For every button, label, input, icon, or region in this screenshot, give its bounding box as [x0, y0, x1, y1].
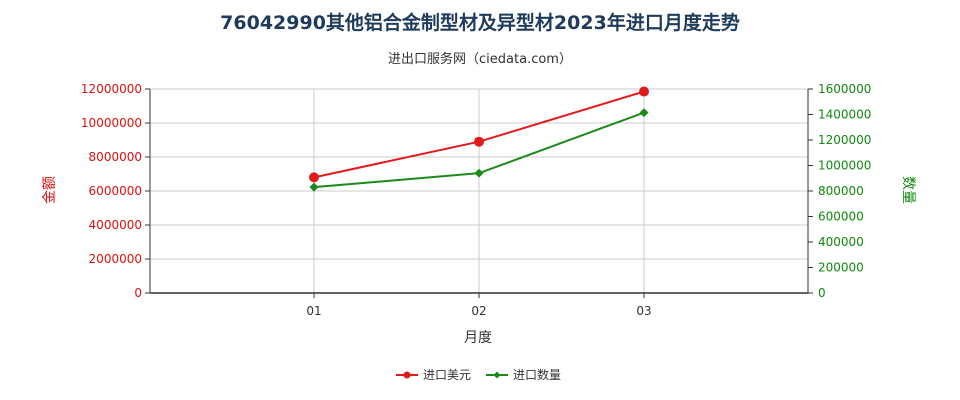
chart-subtitle: 进出口服务网（ciedata.com） — [388, 52, 572, 67]
x-axis-label: 月度 — [464, 330, 492, 346]
grid — [150, 88, 808, 294]
x-tick-label: 03 — [636, 304, 651, 318]
data-point — [639, 108, 649, 118]
right-tick-label: 800000 — [818, 184, 864, 198]
left-axis-label: 金额 — [42, 176, 58, 204]
right-tick-label: 1200000 — [818, 133, 871, 147]
left-tick-label: 4000000 — [89, 218, 142, 232]
left-tick-label: 10000000 — [81, 116, 142, 130]
legend: 进口美元 进口数量 — [396, 367, 561, 382]
left-tick-label: 2000000 — [89, 252, 142, 266]
right-tick-label: 200000 — [818, 261, 864, 275]
legend-label: 进口美元 — [423, 368, 471, 382]
axes: 0200000040000006000000800000010000000120… — [81, 82, 872, 318]
right-tick-label: 600000 — [818, 210, 864, 224]
left-tick-label: 6000000 — [89, 184, 142, 198]
right-tick-label: 1400000 — [818, 108, 871, 122]
right-tick-label: 1600000 — [818, 82, 871, 96]
left-tick-label: 8000000 — [89, 150, 142, 164]
data-point — [309, 182, 319, 192]
right-axis-label: 数量 — [900, 176, 916, 204]
series — [309, 86, 649, 192]
right-tick-label: 0 — [818, 286, 826, 300]
chart-title: 76042990其他铝合金制型材及异型材2023年进口月度走势 — [220, 12, 740, 34]
legend-swatch-marker — [403, 371, 411, 379]
right-tick-label: 400000 — [818, 235, 864, 249]
data-point — [474, 136, 484, 147]
left-tick-label: 12000000 — [81, 82, 142, 96]
x-tick-label: 01 — [306, 304, 321, 318]
x-tick-label: 02 — [471, 304, 486, 318]
data-point — [474, 168, 484, 178]
left-tick-label: 0 — [134, 286, 142, 300]
data-point — [309, 172, 319, 183]
data-point — [639, 86, 649, 97]
right-tick-label: 1000000 — [818, 159, 871, 173]
legend-label: 进口数量 — [513, 367, 561, 382]
legend-swatch-marker — [493, 371, 501, 379]
